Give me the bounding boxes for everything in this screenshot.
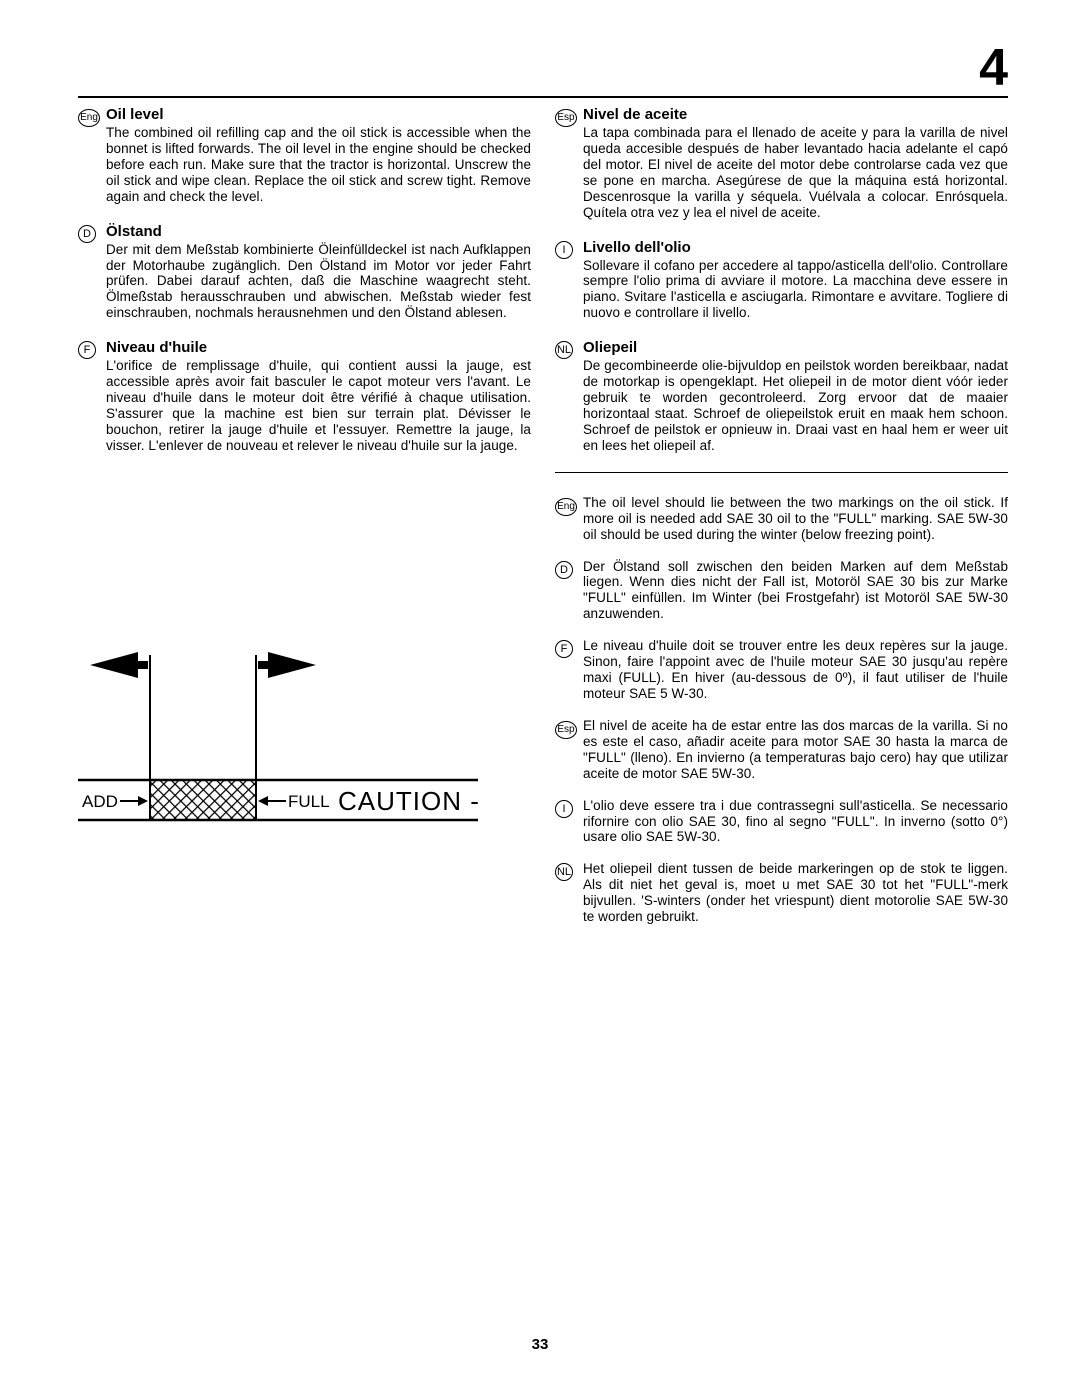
section-text: El nivel de aceite ha de estar entre las… [583, 718, 1008, 782]
arrow-right-icon [258, 652, 316, 678]
dipstick-diagram: ADD FULL CAUTION - DO [78, 620, 478, 880]
section-text: L'olio deve essere tra i due contrassegn… [583, 798, 1008, 846]
section-title: Ölstand [106, 223, 531, 240]
lang-section: IL'olio deve essere tra i due contrasseg… [555, 798, 1008, 846]
lang-section: EngOil level The combined oil refilling c… [78, 106, 531, 205]
lang-section: FNiveau d'huile L'orifice de remplissage … [78, 339, 531, 454]
section-body: Niveau d'huile L'orifice de remplissage d… [106, 339, 531, 454]
page: 4 EngOil levelThe combined oil refilling… [0, 0, 1080, 1397]
lang-section: EspEl nivel de aceite ha de estar entre … [555, 718, 1008, 782]
lang-badge: I [555, 798, 583, 846]
lang-badge: NL [555, 339, 583, 454]
section-body: L'olio deve essere tra i due contrassegn… [583, 798, 1008, 846]
caution-label: CAUTION - DO [338, 786, 478, 816]
add-label: ADD [82, 792, 118, 811]
section-title: Oil level [106, 106, 531, 123]
section-body: Le niveau d'huile doit se trouver entre … [583, 638, 1008, 702]
section-text: The combined oil refilling cap and the o… [106, 125, 531, 205]
lang-section: EspNivel de aceite La tapa combinada para… [555, 106, 1008, 221]
section-title: Niveau d'huile [106, 339, 531, 356]
lang-badge: Esp [555, 106, 583, 221]
section-body: The oil level should lie between the two… [583, 495, 1008, 543]
lang-badge: Eng [555, 495, 583, 543]
lang-badge: I [555, 239, 583, 322]
section-body: Oliepeil De gecombineerde olie-bijvuldop … [583, 339, 1008, 454]
section-body: Oil level The combined oil refilling cap … [106, 106, 531, 205]
section-text: Der mit dem Meßstab kombinierte Öleinfül… [106, 242, 531, 322]
section-text: L'orifice de remplissage d'huile, qui co… [106, 358, 531, 454]
section-body: Nivel de aceite La tapa combinada para el… [583, 106, 1008, 221]
full-label: FULL [288, 792, 330, 811]
section-text: La tapa combinada para el llenado de ace… [583, 125, 1008, 221]
section-text: Le niveau d'huile doit se trouver entre … [583, 638, 1008, 702]
section-title: Livello dell'olio [583, 239, 1008, 256]
lang-badge: F [78, 339, 106, 454]
lang-section: NLOliepeil De gecombineerde olie-bijvuldo… [555, 339, 1008, 454]
section-text: Het oliepeil dient tussen de beide marke… [583, 861, 1008, 925]
lang-badge: Esp [555, 718, 583, 782]
section-text: Sollevare il cofano per accedere al tapp… [583, 258, 1008, 322]
lang-section: FLe niveau d'huile doit se trouver entre… [555, 638, 1008, 702]
section-body: Ölstand Der mit dem Meßstab kombinierte Ö… [106, 223, 531, 322]
lang-badge: Eng [78, 106, 106, 205]
section-body: El nivel de aceite ha de estar entre las… [583, 718, 1008, 782]
section-divider [555, 472, 1008, 473]
section-text: De gecombineerde olie-bijvuldop en peils… [583, 358, 1008, 454]
page-number: 33 [0, 1336, 1080, 1353]
lang-badge: D [555, 559, 583, 623]
section-text: The oil level should lie between the two… [583, 495, 1008, 543]
lang-badge: NL [555, 861, 583, 925]
lang-badge: F [555, 638, 583, 702]
lang-badge: D [78, 223, 106, 322]
chapter-number: 4 [979, 38, 1008, 98]
section-title: Nivel de aceite [583, 106, 1008, 123]
lang-section: DÖlstand Der mit dem Meßstab kombinierte … [78, 223, 531, 322]
section-title: Oliepeil [583, 339, 1008, 356]
section-body: Livello dell'olio Sollevare il cofano per… [583, 239, 1008, 322]
top-rule [78, 96, 1008, 98]
section-text: Der Ölstand soll zwischen den beiden Mar… [583, 559, 1008, 623]
lang-section: NLHet oliepeil dient tussen de beide mar… [555, 861, 1008, 925]
right-column: EspNivel de aceiteLa tapa combinada para… [555, 106, 1008, 941]
arrow-left-icon [90, 652, 148, 678]
lang-section: EngThe oil level should lie between the … [555, 495, 1008, 543]
lang-section: DDer Ölstand soll zwischen den beiden Ma… [555, 559, 1008, 623]
section-body: Het oliepeil dient tussen de beide marke… [583, 861, 1008, 925]
lang-section: ILivello dell'olio Sollevare il cofano pe… [555, 239, 1008, 322]
section-body: Der Ölstand soll zwischen den beiden Mar… [583, 559, 1008, 623]
